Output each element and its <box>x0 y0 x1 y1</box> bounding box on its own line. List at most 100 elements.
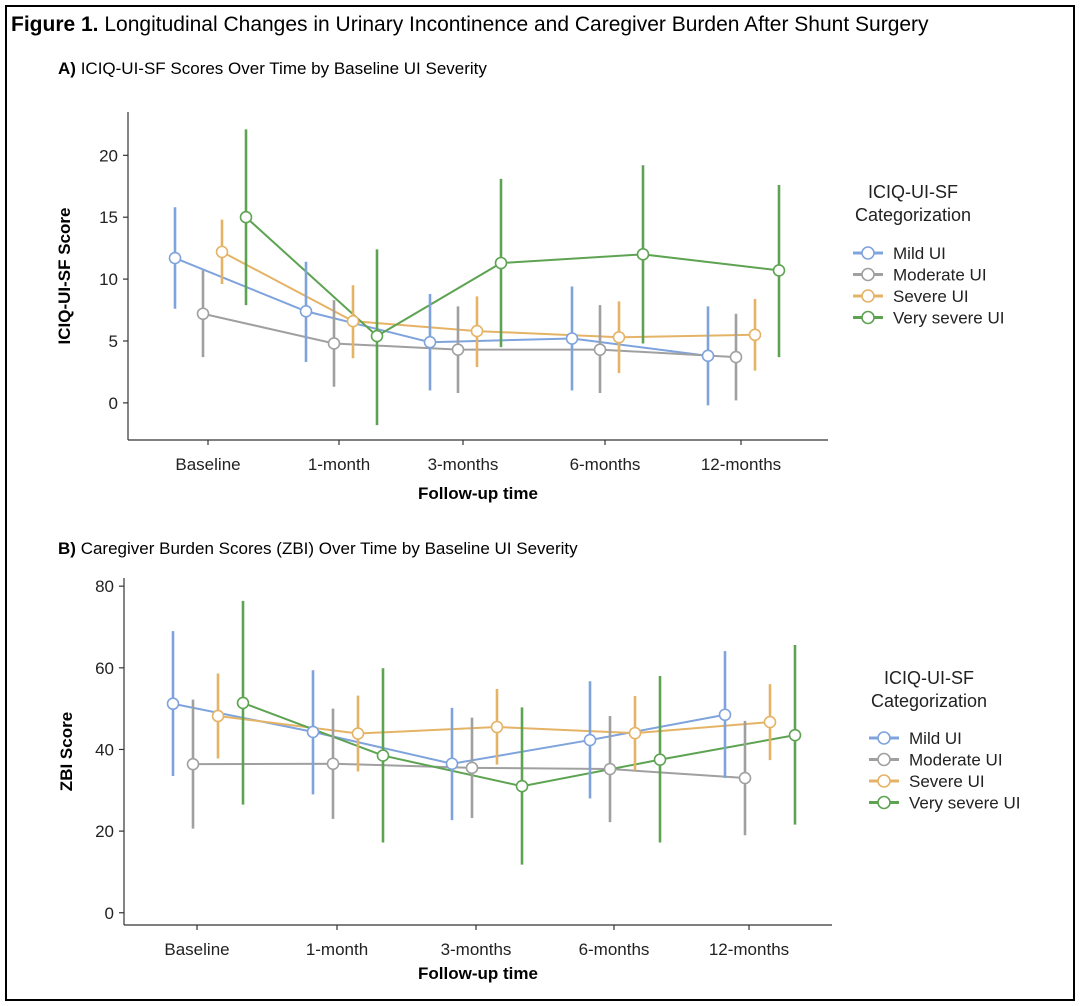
x-tick-label: 12-months <box>709 940 789 959</box>
y-tick-label: 20 <box>95 822 114 841</box>
point-very_severe <box>636 248 650 261</box>
legend-swatch-marker <box>861 289 875 303</box>
y-tick-label: 20 <box>99 146 118 165</box>
point-severe <box>490 720 504 734</box>
x-tick-label: Baseline <box>175 455 240 474</box>
x-tick-label: 3-months <box>441 940 512 959</box>
point-severe <box>470 324 484 338</box>
point-mild <box>583 733 597 747</box>
point-very_severe <box>239 210 253 224</box>
point-severe <box>612 330 626 344</box>
series-line-very_severe <box>245 216 780 338</box>
x-tick-label: Baseline <box>164 940 229 959</box>
point-severe <box>215 245 229 259</box>
legend-label-severe: Severe UI <box>909 772 985 791</box>
point-severe <box>351 727 365 740</box>
point-moderate <box>451 343 465 356</box>
point-mild <box>168 251 182 265</box>
panel-a-title: A) ICIQ-UI-SF Scores Over Time by Baseli… <box>58 59 487 79</box>
legend-label-mild: Mild UI <box>893 244 946 263</box>
point-very_severe <box>494 256 508 270</box>
series-line-moderate <box>202 312 737 359</box>
legend-label-mild: Mild UI <box>909 729 962 748</box>
x-tick-label: 12-months <box>701 455 781 474</box>
y-tick-label: 10 <box>99 270 118 289</box>
point-mild <box>306 725 320 739</box>
panel-b-title-text: Caregiver Burden Scores (ZBI) Over Time … <box>80 539 578 558</box>
y-tick-label: 0 <box>109 394 118 413</box>
legend-title-line: ICIQ-UI-SF <box>884 668 974 688</box>
point-very_severe <box>515 779 529 793</box>
series-line-mild <box>174 257 709 357</box>
legend-title-line: Categorization <box>871 691 987 711</box>
point-very_severe <box>788 728 802 742</box>
point-mild <box>565 332 579 345</box>
panel-b-chart: 0 20 40 60 80 Baseline 1-month 3-months 6-months… <box>57 577 1021 983</box>
x-tick-label: 1-month <box>306 940 368 959</box>
legend-label-very_severe: Very severe UI <box>909 794 1021 813</box>
legend-swatch-marker <box>877 752 891 767</box>
legend-swatch-marker <box>877 774 891 788</box>
legend-swatch-marker <box>877 731 891 745</box>
point-severe <box>748 328 762 342</box>
y-axis-label: ZBI Score <box>57 712 76 791</box>
point-very_severe <box>236 696 250 710</box>
series-line-very_severe <box>242 701 796 788</box>
y-tick-label: 80 <box>95 577 114 596</box>
legend-swatch-marker <box>861 267 875 282</box>
legend-swatch-marker <box>861 246 875 260</box>
point-severe <box>628 726 642 740</box>
point-moderate <box>186 757 200 771</box>
y-tick-label: 15 <box>99 208 118 227</box>
legend: ICIQ-UI-SF Categorization Mild UI Moderate … <box>853 182 1005 328</box>
panel-a-chart: 0 5 10 15 20 Baseline 1-month 3-months 6-months 1… <box>55 112 1005 503</box>
panel-b-label: B) <box>58 539 76 558</box>
point-mild <box>718 708 732 722</box>
x-tick-label: 1-month <box>308 455 370 474</box>
y-tick-label: 40 <box>95 740 114 759</box>
point-moderate <box>465 761 479 775</box>
y-tick-label: 0 <box>105 904 114 923</box>
x-tick-label: 3-months <box>428 455 499 474</box>
figure-label: Figure 1. <box>11 13 99 36</box>
panel-a-title-text: ICIQ-UI-SF Scores Over Time by Baseline … <box>80 59 487 78</box>
point-moderate <box>326 757 340 771</box>
panel-b-title: B) Caregiver Burden Scores (ZBI) Over Ti… <box>58 539 578 559</box>
point-very_severe <box>370 329 384 343</box>
point-moderate <box>738 771 752 785</box>
series-line-mild <box>172 702 726 765</box>
legend-title-line: Categorization <box>855 205 971 225</box>
point-moderate <box>593 343 607 356</box>
point-mild <box>166 697 180 711</box>
point-very_severe <box>376 749 390 762</box>
point-very_severe <box>653 753 667 766</box>
legend-swatch-marker <box>861 310 875 325</box>
series-line-severe <box>221 250 756 339</box>
figure-frame <box>5 5 1075 1001</box>
point-moderate <box>196 307 210 321</box>
x-axis-label: Follow-up time <box>418 964 538 983</box>
point-mild <box>299 304 313 318</box>
point-moderate <box>729 350 743 364</box>
legend: ICIQ-UI-SF Categorization Mild UI Moderate … <box>869 668 1021 813</box>
y-axis-label: ICIQ-UI-SF Score <box>55 208 74 345</box>
point-severe <box>346 314 360 328</box>
y-tick-label: 5 <box>109 332 118 351</box>
legend-label-very_severe: Very severe UI <box>893 309 1005 328</box>
x-tick-label: 6-months <box>570 455 641 474</box>
x-axis-label: Follow-up time <box>418 484 538 503</box>
point-very_severe <box>772 264 786 277</box>
point-moderate <box>603 762 617 776</box>
point-mild <box>701 349 715 363</box>
figure-title-text: Longitudinal Changes in Urinary Incontin… <box>104 13 929 36</box>
legend-title-line: ICIQ-UI-SF <box>868 182 958 202</box>
point-moderate <box>327 337 341 350</box>
legend-swatch-marker <box>877 795 891 810</box>
legend-label-moderate: Moderate UI <box>909 751 1003 770</box>
legend-label-moderate: Moderate UI <box>893 266 987 285</box>
point-severe <box>211 709 225 723</box>
point-severe <box>763 715 777 729</box>
panel-a-label: A) <box>58 59 76 78</box>
y-tick-label: 60 <box>95 659 114 678</box>
